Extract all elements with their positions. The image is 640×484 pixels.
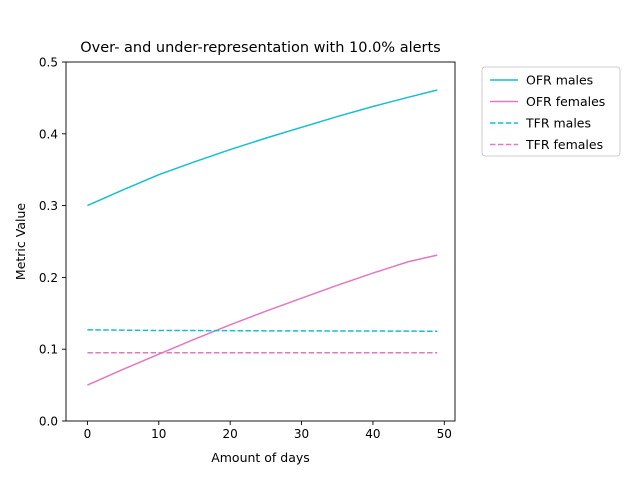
chart-title: Over- and under-representation with 10.0… [80,40,440,56]
x-tick-label: 30 [294,427,309,441]
legend-label: TFR females [525,137,603,152]
plot-area: 0 10 20 30 40 50 0.0 0.1 0.2 0.3 0.4 0.5 [39,56,456,441]
legend: OFR males OFR females TFR males TFR females [481,66,621,157]
y-tick-label: 0.5 [39,56,58,70]
series-line-tfr-males [87,329,438,332]
series-line-ofr-females [87,254,438,386]
legend-box [481,66,621,157]
legend-label: OFR females [526,94,605,109]
legend-label: OFR males [526,73,593,88]
y-tick-label: 0.3 [39,199,58,213]
x-tick-label: 20 [223,427,238,441]
y-tick-label: 0.0 [39,415,58,429]
y-tick-label: 0.4 [39,127,58,141]
x-tick-label: 50 [437,427,452,441]
legend-label: TFR males [525,116,591,131]
series-line-ofr-males [87,89,438,207]
y-tick-label: 0.1 [39,343,58,357]
x-tick-label: 40 [365,427,380,441]
x-tick-label: 0 [84,427,92,441]
axes-frame [65,61,456,422]
y-tick-label: 0.2 [39,271,58,285]
y-axis-label: Metric Value [13,203,28,280]
x-tick-label: 10 [151,427,166,441]
x-axis-label: Amount of days [211,450,310,465]
